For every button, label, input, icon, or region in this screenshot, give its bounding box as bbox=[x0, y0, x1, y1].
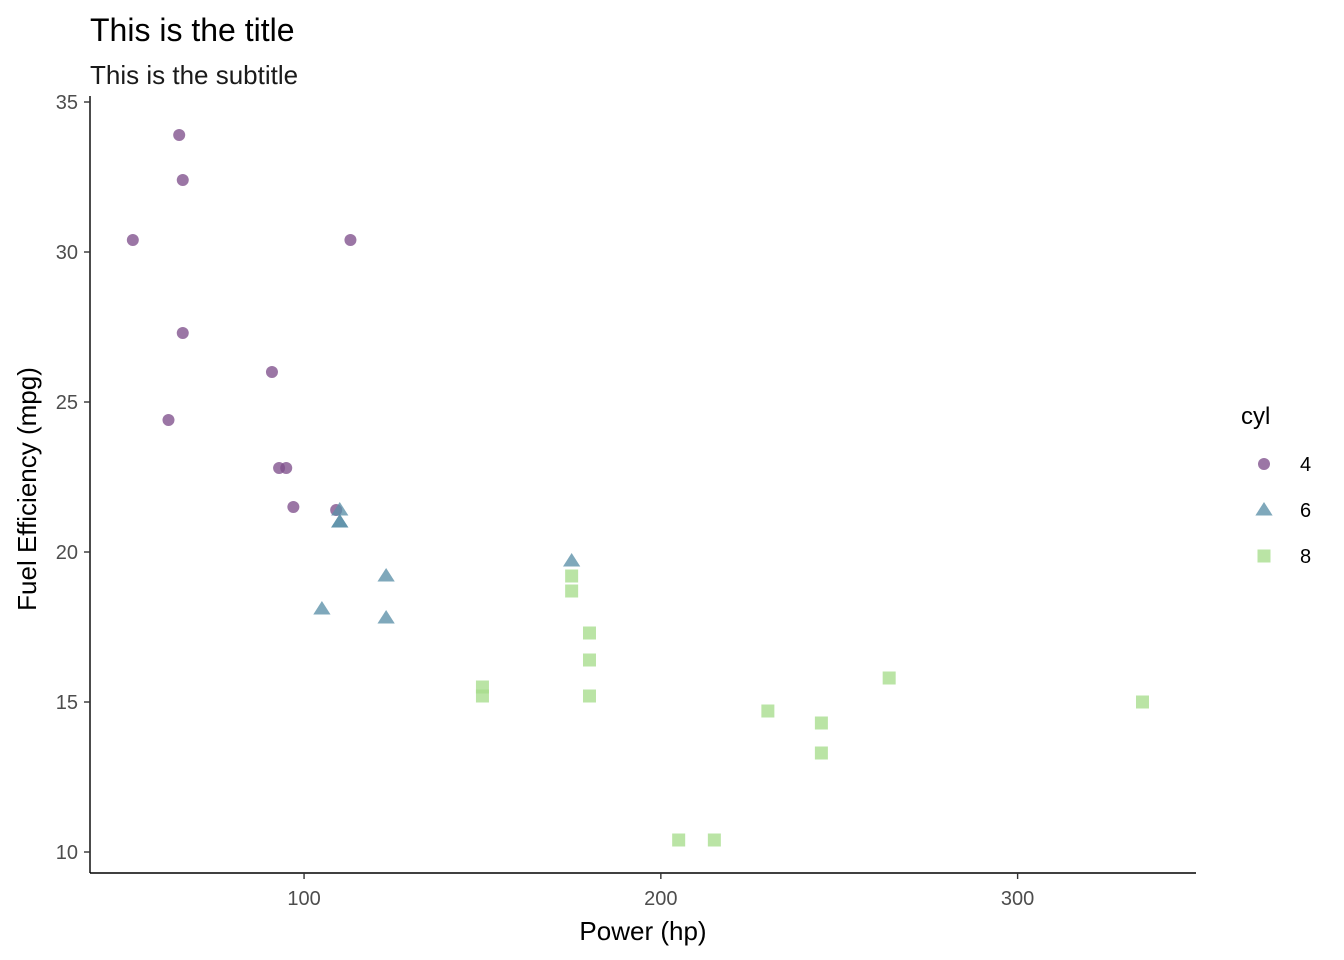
y-tick-label: 10 bbox=[56, 842, 78, 864]
x-axis-title: Power (hp) bbox=[579, 916, 706, 946]
data-point bbox=[331, 514, 349, 528]
data-point bbox=[563, 553, 581, 567]
data-point bbox=[344, 234, 357, 246]
data-point bbox=[814, 716, 828, 730]
data-point bbox=[672, 833, 686, 847]
data-point bbox=[176, 327, 189, 339]
data-point bbox=[761, 704, 775, 718]
data-point bbox=[377, 610, 395, 624]
legend-item-6: 6 bbox=[1255, 500, 1311, 522]
series-cyl-4 bbox=[126, 129, 357, 516]
axes: 100 200 300 10 15 20 25 30 35 bbox=[56, 92, 1196, 910]
series-cyl-6 bbox=[313, 502, 581, 624]
data-point bbox=[173, 129, 186, 141]
plot-area bbox=[126, 129, 1149, 847]
data-point bbox=[331, 502, 349, 516]
y-tick-label: 15 bbox=[56, 692, 78, 714]
y-tick-label: 20 bbox=[56, 542, 78, 564]
legend-key-square bbox=[1257, 549, 1271, 563]
legend-item-4: 4 bbox=[1258, 454, 1311, 476]
chart-title: This is the title bbox=[90, 12, 295, 48]
x-tick-label: 300 bbox=[1001, 888, 1034, 910]
x-tick-label: 200 bbox=[644, 888, 677, 910]
data-point bbox=[565, 584, 579, 598]
data-point bbox=[280, 462, 293, 474]
data-point bbox=[377, 568, 395, 582]
legend: cyl 4 6 8 bbox=[1241, 403, 1311, 568]
data-point bbox=[475, 689, 489, 703]
data-point bbox=[707, 833, 721, 847]
data-point bbox=[814, 746, 828, 760]
legend-label: 8 bbox=[1300, 546, 1311, 568]
x-tick-label: 100 bbox=[287, 888, 320, 910]
legend-label: 4 bbox=[1300, 454, 1311, 476]
data-point bbox=[882, 671, 896, 685]
data-point bbox=[265, 366, 278, 378]
data-point bbox=[582, 626, 596, 640]
data-point bbox=[1135, 695, 1149, 709]
y-tick-label: 35 bbox=[56, 92, 78, 114]
y-tick-label: 25 bbox=[56, 392, 78, 414]
series-cyl-8 bbox=[475, 569, 1149, 847]
legend-title: cyl bbox=[1241, 403, 1270, 430]
data-point bbox=[176, 174, 189, 186]
legend-key-triangle bbox=[1255, 502, 1273, 516]
data-point bbox=[582, 689, 596, 703]
data-point bbox=[162, 414, 175, 426]
data-point bbox=[287, 501, 300, 513]
y-axis-title: Fuel Efficiency (mpg) bbox=[12, 367, 42, 611]
legend-item-8: 8 bbox=[1257, 546, 1311, 568]
legend-label: 6 bbox=[1300, 500, 1311, 522]
data-point bbox=[126, 234, 139, 246]
y-tick-label: 30 bbox=[56, 242, 78, 264]
legend-key-circle bbox=[1258, 458, 1270, 470]
data-point bbox=[582, 653, 596, 667]
data-point bbox=[313, 601, 331, 615]
data-point bbox=[565, 569, 579, 583]
chart-subtitle: This is the subtitle bbox=[90, 60, 298, 90]
